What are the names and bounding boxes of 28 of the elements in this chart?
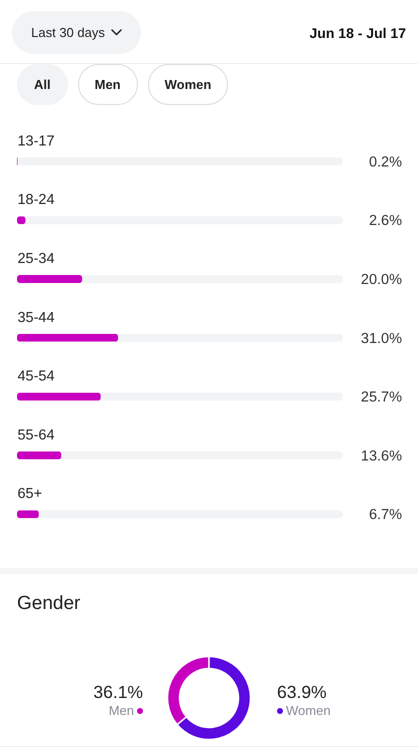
data-label: 0.2% <box>368 154 402 170</box>
y-tick-label: 55-64 <box>18 426 55 443</box>
data-label: 31.0% <box>360 330 402 346</box>
legend-label: Women <box>286 703 331 719</box>
data-label: 2.6% <box>368 212 402 229</box>
data-label: 20.0% <box>360 272 402 288</box>
bar <box>17 392 101 400</box>
filter-tab[interactable]: Men <box>78 64 138 105</box>
slice-label: Men <box>108 703 134 719</box>
y-tick-label: 18-24 <box>18 192 55 208</box>
bar <box>17 333 118 342</box>
selected-filter-tab[interactable]: All <box>17 64 68 105</box>
y-tick-label: 13-17 <box>18 132 55 149</box>
data-label: 13.6% <box>360 448 402 464</box>
bar <box>17 450 62 459</box>
data-label: 6.7% <box>368 506 402 523</box>
chart-title: Gender <box>17 593 82 614</box>
data-label: 25.7% <box>360 389 402 406</box>
data-label: 63.9% <box>277 681 328 703</box>
y-tick-label: 65+ <box>18 486 42 502</box>
bar <box>17 274 82 283</box>
filter-tab[interactable]: Women <box>148 64 228 105</box>
y-tick-label: 25-34 <box>18 250 55 267</box>
text: Jun 18 - Jul 17 <box>310 24 406 42</box>
y-tick-label: 45-54 <box>18 368 55 384</box>
y-tick-label: 35-44 <box>18 309 55 326</box>
date-range-dropdown[interactable]: Last 30 days <box>12 11 141 54</box>
data-label: 36.1% <box>93 681 143 703</box>
